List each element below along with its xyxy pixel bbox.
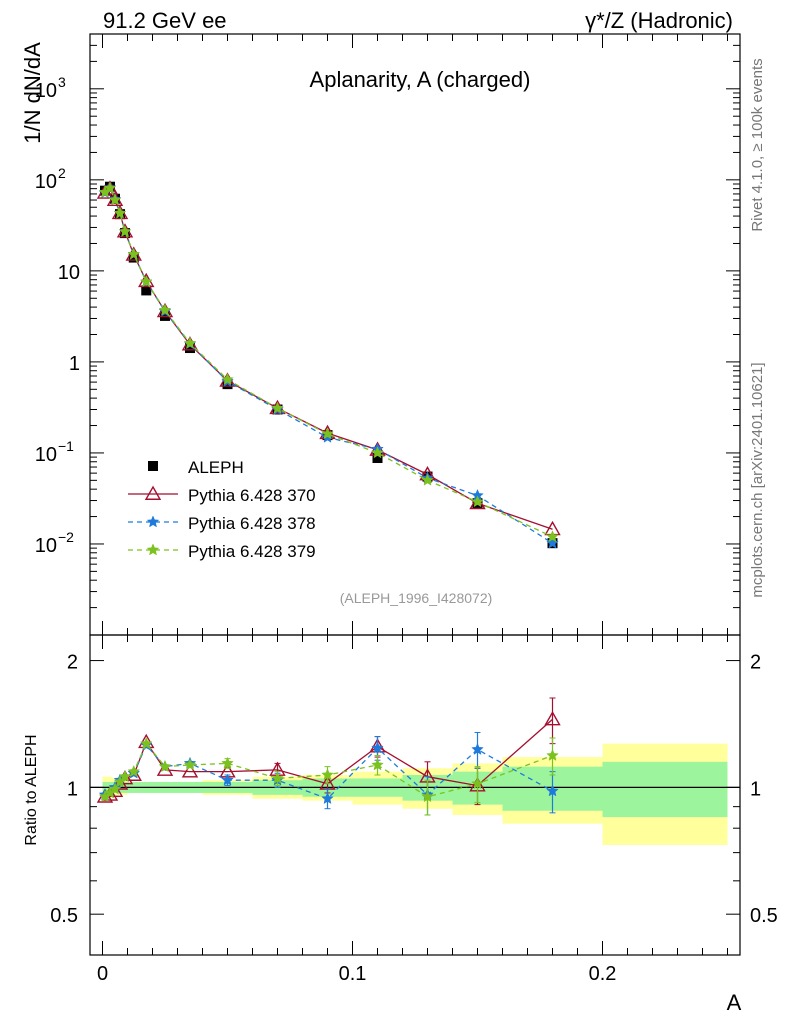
y-tick-label-base: 10 xyxy=(35,535,57,557)
analysis-id-label: (ALEPH_1996_I428072) xyxy=(340,590,493,606)
header-energy-label: 91.2 GeV ee xyxy=(103,8,227,33)
series-2-point xyxy=(471,495,484,508)
ratio-panel: 0 0.1 0.2 0.5 0.5 1 1 2 2 xyxy=(50,634,778,985)
series-2-ratio-point xyxy=(421,790,434,803)
y-tick-label-base: 10 xyxy=(35,171,57,193)
series-2-point xyxy=(118,224,132,238)
series-2-ratio-point xyxy=(127,764,141,778)
series-2-ratio-point xyxy=(139,736,153,750)
series-2-point xyxy=(108,193,122,206)
series-2-ratio-point xyxy=(183,758,197,771)
series-1-line xyxy=(104,186,553,544)
plot-title: Aplanarity, A (charged) xyxy=(310,67,531,92)
series-1-ratio-point xyxy=(221,773,234,786)
series-2-point xyxy=(321,427,334,440)
ratio-y-axis-label: Ratio to ALEPH xyxy=(23,734,40,845)
header-process-label: γ*/Z (Hadronic) xyxy=(585,8,733,33)
legend-series-2-marker xyxy=(146,543,160,556)
series-2-ratio-point xyxy=(221,756,234,769)
legend-series-2-label: Pythia 6.428 379 xyxy=(188,542,316,561)
y-tick-label-exp: −1 xyxy=(58,438,74,454)
series-0-ratio-point xyxy=(125,766,142,781)
series-0-ratio-point xyxy=(156,761,174,776)
aleph-data-point xyxy=(141,285,152,296)
series-2-point xyxy=(183,336,197,349)
series-2-point xyxy=(139,275,153,288)
series-1-point xyxy=(546,536,559,549)
x-axis-label: A xyxy=(727,990,742,1015)
series-1-ratio-line xyxy=(104,743,553,800)
x-tick-label: 0 xyxy=(97,963,108,985)
aleph-data-point xyxy=(372,452,383,463)
series-2-point xyxy=(546,530,559,543)
y-tick-label: 10 xyxy=(58,262,80,284)
series-2-ratio-point xyxy=(471,777,484,790)
ratio-y-tick-label: 1 xyxy=(67,778,78,800)
y-tick-label-base: 10 xyxy=(35,444,57,466)
y-tick-label-base: 10 xyxy=(35,80,57,102)
ratio-frame xyxy=(89,634,741,956)
series-2-ratio-point xyxy=(321,768,334,781)
series-2-point xyxy=(113,206,127,219)
y-tick-label-exp: −2 xyxy=(58,529,74,545)
series-2-point xyxy=(103,181,117,194)
series-2-point xyxy=(421,473,434,486)
series-1-ratio-point xyxy=(371,741,384,754)
legend-aleph-marker xyxy=(148,461,158,471)
series-1-ratio-point xyxy=(546,784,559,797)
ratio-y-tick-label-right: 0.5 xyxy=(750,905,778,927)
legend-aleph-label: ALEPH xyxy=(188,458,244,477)
series-2-ratio-point xyxy=(546,748,559,761)
series-2-ratio-point xyxy=(118,770,132,783)
y-tick-label-exp: 2 xyxy=(58,165,66,181)
aleph-data-point xyxy=(128,252,139,263)
series-0-ratio-point xyxy=(544,710,561,726)
series-2-point xyxy=(271,401,284,414)
legend-series-0-marker xyxy=(144,485,162,500)
series-1-ratio-point xyxy=(321,792,334,805)
series-2-ratio-point xyxy=(158,759,172,773)
series-1-ratio-point xyxy=(471,742,484,755)
legend-series-1-label: Pythia 6.428 378 xyxy=(188,514,316,533)
x-tick-label: 0.1 xyxy=(339,963,367,985)
series-0-ratio-point xyxy=(111,775,129,790)
series-2-ratio-line xyxy=(104,742,553,798)
ratio-y-tick-label-right: 2 xyxy=(750,652,761,674)
x-tick-label: 0.2 xyxy=(589,963,617,985)
mcplots-url-label: mcplots.cern.ch [arXiv:2401.10621] xyxy=(749,362,766,597)
y-tick-label-exp: 3 xyxy=(58,74,66,90)
legend-series-1-marker xyxy=(146,515,160,528)
series-2-point xyxy=(371,446,384,459)
series-0-point xyxy=(469,494,486,510)
series-2-point xyxy=(158,303,172,316)
series-2-ratio-point xyxy=(108,782,122,795)
series-0-ratio-point xyxy=(181,763,199,778)
series-2-ratio-point xyxy=(371,758,384,771)
rivet-version-label: Rivet 4.1.0, ≥ 100k events xyxy=(749,58,766,231)
ratio-y-tick-label-right: 1 xyxy=(750,778,761,800)
main-y-axis-label: 1/N dN/dA xyxy=(20,42,45,144)
series-2-line xyxy=(104,187,553,538)
aleph-data-point xyxy=(185,343,195,354)
ratio-y-tick-label: 0.5 xyxy=(50,905,78,927)
legend: ALEPH Pythia 6.428 370 Pythia 6.428 378 Pyt… xyxy=(128,458,316,561)
ratio-y-tick-label: 2 xyxy=(67,652,78,674)
series-0-line xyxy=(104,187,553,530)
series-2-point xyxy=(127,247,141,260)
stat-band-inner xyxy=(602,761,728,818)
legend-series-0-label: Pythia 6.428 370 xyxy=(188,486,316,505)
y-tick-label: 1 xyxy=(69,353,80,375)
series-2-point xyxy=(221,372,234,385)
series-2-ratio-point xyxy=(271,771,284,784)
